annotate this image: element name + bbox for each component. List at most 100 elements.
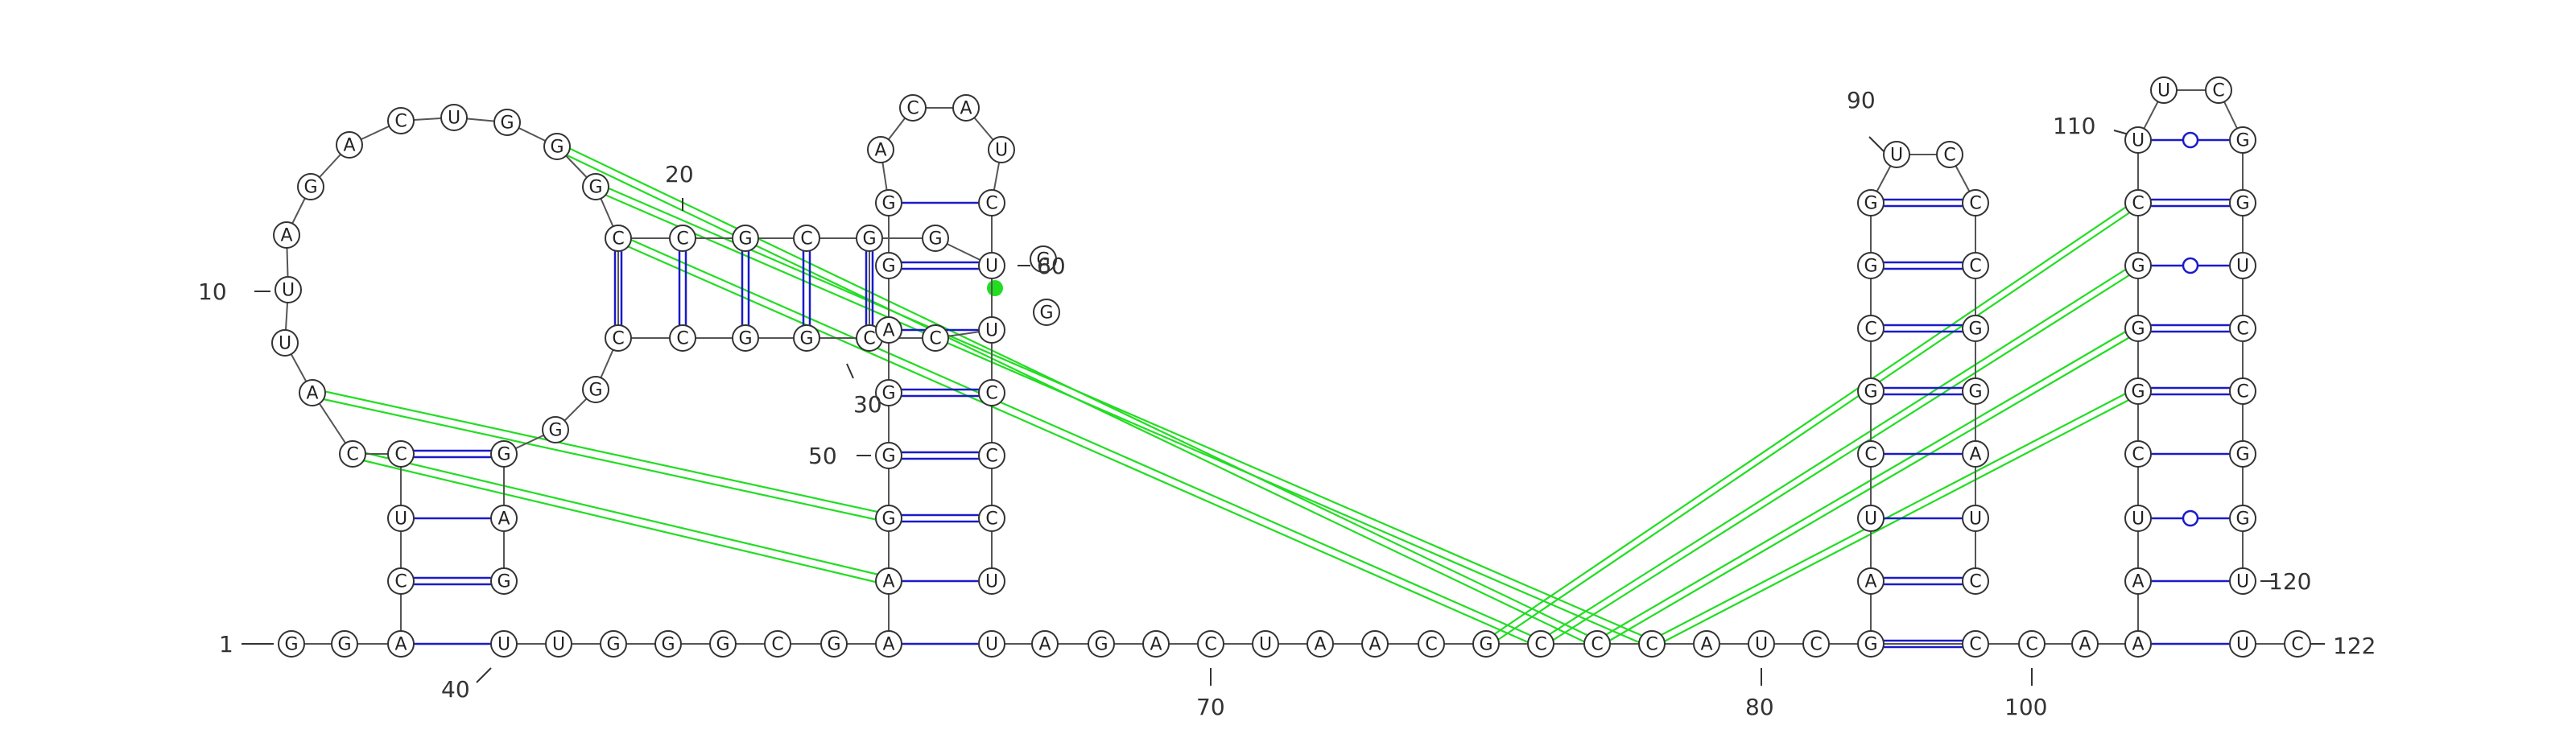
nucleotide-bottom-strand: A xyxy=(2124,630,2152,658)
nucleotide-letter: G xyxy=(881,257,895,277)
position-label-90: 90 xyxy=(1847,87,1876,113)
nucleotide-letter: C xyxy=(394,572,407,592)
nucleotide-bottom-strand: C xyxy=(1802,630,1830,658)
nucleotide-letter: C xyxy=(1534,635,1546,655)
nucleotide-letter: C xyxy=(985,447,997,467)
nucleotide-letter: G xyxy=(337,635,351,655)
nucleotide-hairpin3-left: G xyxy=(1857,189,1885,216)
nucleotide-hairpin4-left: G xyxy=(2124,252,2152,279)
nucleotide-circle xyxy=(1472,630,1500,658)
nucleotide-circle xyxy=(600,630,627,658)
nucleotide-hairpin4-left: G xyxy=(2124,315,2152,342)
nucleotide-circle xyxy=(1962,377,1989,405)
nucleotide-letter: A xyxy=(1368,635,1381,655)
nucleotide-letter: U xyxy=(985,321,998,341)
position-label-60: 60 xyxy=(1037,253,1066,279)
nucleotide-circle xyxy=(978,630,1005,658)
nucleotide-circle xyxy=(1252,630,1279,658)
nucleotide-letter: A xyxy=(874,141,886,161)
pseudoknot-line xyxy=(617,233,1542,641)
nucleotide-hairpin1-loop: A xyxy=(273,221,300,249)
nucleotide-circle xyxy=(339,440,366,468)
nucleotide-hairpin1-loop: A xyxy=(336,131,363,159)
pseudoknot-line xyxy=(312,387,890,516)
nucleotide-letter: G xyxy=(2131,382,2145,402)
nucleotide-circle xyxy=(867,136,894,163)
nucleotide-circle xyxy=(273,221,300,249)
nucleotide-letter: C xyxy=(346,445,358,465)
nucleotide-hairpin4-left: U xyxy=(2124,126,2152,154)
nucleotide-letter: A xyxy=(960,99,972,119)
nucleotide-hairpin2-left: G xyxy=(875,505,902,532)
nucleotide-circle xyxy=(336,131,363,159)
nucleotide-bottom-strand: C xyxy=(2018,630,2046,658)
nucleotide-letter: G xyxy=(2235,445,2249,465)
nucleotide-circle xyxy=(732,324,759,352)
nucleotide-letter: C xyxy=(1864,445,1876,465)
nucleotide-circle xyxy=(1142,630,1170,658)
nucleotide-letter: C xyxy=(1969,257,1981,277)
nucleotide-circle xyxy=(2124,189,2152,216)
nucleotide-hairpin4-left: G xyxy=(2124,377,2152,405)
nucleotide-circle xyxy=(2124,567,2152,595)
nucleotide-circle xyxy=(582,173,609,200)
nucleotide-circle xyxy=(2229,315,2256,342)
nucleotide-circle xyxy=(978,379,1005,406)
nucleotide-circle xyxy=(1418,630,1445,658)
nucleotide-circle xyxy=(490,567,518,595)
nucleotide-hairpin2-right: C xyxy=(978,505,1005,532)
nucleotide-circle xyxy=(978,316,1005,344)
nucleotide-letter: C xyxy=(906,99,919,119)
nucleotide-circle xyxy=(2124,126,2152,154)
nucleotide-hairpin1-loop: G xyxy=(543,133,571,160)
nucleotide-letter: C xyxy=(2236,320,2248,340)
nucleotide-letter: C xyxy=(1425,635,1437,655)
nucleotide-bottom-strand: C xyxy=(1962,630,1989,658)
position-label-80: 80 xyxy=(1745,694,1774,720)
pseudoknot-line xyxy=(1596,324,2139,641)
nucleotide-letter: C xyxy=(1810,635,1822,655)
position-label-120: 120 xyxy=(2268,568,2311,595)
position-label-20: 20 xyxy=(665,161,694,188)
nucleotide-letter: G xyxy=(1864,382,1877,402)
nucleotide-hairpin3-loop: C xyxy=(1936,141,1963,168)
nucleotide-circle xyxy=(875,379,902,406)
nucleotide-hairpin3-right: U xyxy=(1962,505,1989,532)
nucleotide-letter: A xyxy=(280,226,292,246)
nucleotide-letter: G xyxy=(1039,303,1053,324)
nucleotide-hairpin2-right: C xyxy=(978,442,1005,469)
nucleotide-bottom-strand: U xyxy=(2229,630,2256,658)
nucleotide-letter: U xyxy=(1890,146,1903,166)
nucleotide-circle xyxy=(1857,567,1885,595)
nucleotide-letter: C xyxy=(985,194,997,214)
nucleotide-hairpin4-right: C xyxy=(2229,377,2256,405)
nucleotide-hairpin1-loop: G xyxy=(582,173,609,200)
nucleotide-letter: U xyxy=(995,141,1008,161)
pseudoknot-line xyxy=(352,448,890,579)
nucleotide-letter: G xyxy=(799,329,813,349)
nucleotide-circle xyxy=(1638,630,1666,658)
nucleotide-circle xyxy=(1962,252,1989,279)
nucleotide-hairpin4-right: G xyxy=(2229,126,2256,154)
nucleotide-circle xyxy=(1857,440,1885,468)
nucleotide-circle xyxy=(922,225,949,252)
nucleotide-hairpin4-right: U xyxy=(2229,252,2256,279)
nucleotide-circle xyxy=(1962,505,1989,532)
nucleotide-letter: A xyxy=(1038,635,1051,655)
nucleotide-hairpin1-loop: A xyxy=(299,379,326,406)
nucleotide-bottom-strand: C xyxy=(764,630,791,658)
nucleotide-circle xyxy=(2229,440,2256,468)
nucleotide-hairpin1-loop: U xyxy=(275,276,302,303)
nucleotide-circle xyxy=(793,324,820,352)
nucleotide-hairpin2-left: G xyxy=(875,189,902,216)
nucleotide-circle xyxy=(2229,252,2256,279)
nucleotide-letter: U xyxy=(2236,257,2249,277)
nucleotide-hairpin2-right: U xyxy=(978,316,1005,344)
nucleotide-letter: G xyxy=(1036,250,1050,270)
nucleotide-hairpin1-loop: C xyxy=(605,225,632,252)
nucleotide-letter: C xyxy=(2291,635,2303,655)
nucleotide-bottom-strand: A xyxy=(1031,630,1059,658)
nucleotide-circle xyxy=(387,630,415,658)
nucleotide-letter: G xyxy=(928,229,942,249)
nucleotide-letter: C xyxy=(2132,445,2144,465)
